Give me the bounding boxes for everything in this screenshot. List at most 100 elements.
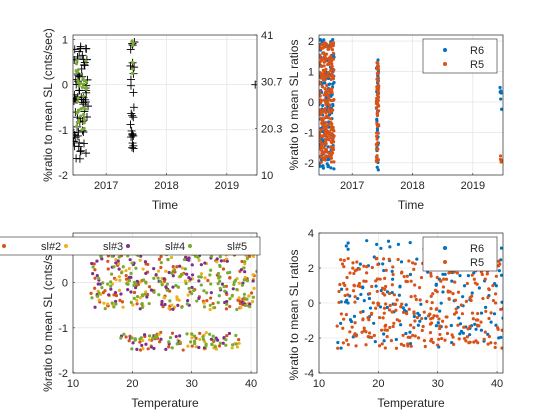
legend-marker <box>443 246 447 250</box>
data-marks <box>335 239 503 350</box>
data-point <box>228 304 232 309</box>
data-point <box>322 133 326 137</box>
data-point <box>447 296 451 301</box>
data-point <box>98 282 102 286</box>
data-point <box>457 337 461 341</box>
data-point <box>223 289 227 293</box>
data-point <box>406 342 410 346</box>
data-point <box>413 283 417 287</box>
y-tick-label: -2 <box>304 333 314 345</box>
data-point <box>499 307 503 312</box>
data-point <box>220 282 225 286</box>
data-point <box>81 106 85 110</box>
data-point <box>377 84 381 88</box>
data-point <box>441 319 445 323</box>
data-point <box>193 341 197 346</box>
legend-marker <box>443 260 447 264</box>
data-point <box>320 85 325 89</box>
data-point <box>322 146 326 150</box>
data-point <box>167 270 171 275</box>
data-point <box>399 260 404 264</box>
data-point <box>493 292 498 296</box>
data-point <box>216 282 220 286</box>
data-point <box>325 74 329 78</box>
data-point <box>158 340 162 344</box>
data-point <box>213 305 217 310</box>
data-point <box>367 296 371 301</box>
data-point <box>328 145 333 149</box>
plus-marker <box>75 72 84 81</box>
data-point <box>112 305 116 309</box>
data-point <box>376 102 380 106</box>
data-point <box>378 305 383 309</box>
data-point <box>231 287 235 291</box>
data-point <box>396 242 401 246</box>
data-point <box>375 158 379 162</box>
data-point <box>394 308 398 312</box>
data-point <box>438 332 442 337</box>
plus-marker <box>73 137 78 146</box>
data-point <box>465 335 469 339</box>
x-tick-label: 20 <box>126 378 138 390</box>
data-point <box>419 275 424 280</box>
data-point <box>91 265 95 269</box>
data-point <box>252 286 256 290</box>
data-point <box>187 256 191 260</box>
data-point <box>101 291 105 295</box>
data-point <box>487 287 491 291</box>
plot-background <box>73 35 257 175</box>
data-point <box>168 299 172 303</box>
data-point <box>146 262 150 267</box>
data-point <box>372 321 376 325</box>
data-point <box>387 308 392 312</box>
legend-label: R6 <box>470 45 484 57</box>
data-point <box>384 268 388 272</box>
data-point <box>213 345 218 349</box>
data-point <box>230 346 234 350</box>
data-point <box>358 285 362 289</box>
data-point <box>218 286 222 291</box>
data-point <box>121 265 125 269</box>
y-tick-label: 2 <box>308 263 314 275</box>
data-point <box>235 287 239 292</box>
data-point <box>80 85 85 89</box>
data-point <box>131 303 135 307</box>
data-point <box>132 290 137 295</box>
data-point <box>391 277 395 281</box>
data-point <box>329 117 333 121</box>
data-point <box>353 269 357 273</box>
data-point <box>319 130 322 134</box>
data-point <box>385 305 389 310</box>
data-point <box>494 301 498 305</box>
data-point <box>324 120 328 125</box>
data-point <box>428 331 433 335</box>
data-point <box>382 311 386 315</box>
data-point <box>392 321 396 325</box>
data-point <box>178 340 182 344</box>
data-point <box>76 96 80 100</box>
data-point <box>443 338 447 342</box>
data-point <box>342 317 346 321</box>
data-point <box>234 333 238 338</box>
data-point <box>164 347 168 351</box>
data-point <box>375 154 379 158</box>
data-point <box>331 51 336 55</box>
data-point <box>331 104 335 108</box>
data-point <box>326 62 330 67</box>
data-point <box>420 328 424 333</box>
data-point <box>376 301 380 305</box>
y-tick-label: 0 <box>62 80 68 92</box>
plus-marker <box>126 75 135 84</box>
data-point <box>376 124 380 129</box>
data-point <box>135 347 139 351</box>
data-point <box>459 303 463 307</box>
data-point <box>324 154 328 158</box>
data-point <box>442 277 446 281</box>
data-point <box>170 346 174 350</box>
data-point <box>100 286 104 290</box>
y-tick-label: -2 <box>58 368 68 380</box>
data-point <box>375 113 380 118</box>
data-point <box>424 316 428 321</box>
data-point <box>480 272 484 277</box>
data-point <box>345 275 349 280</box>
